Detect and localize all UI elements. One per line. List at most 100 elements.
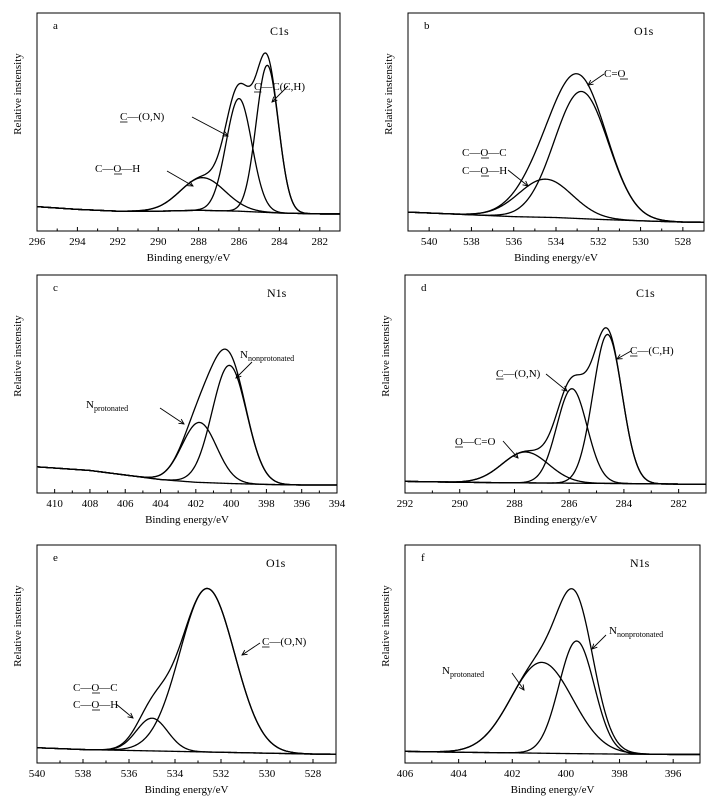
panel-d: 292 290 288 286 284 282 Binding energy/eV Relat… xyxy=(380,274,707,526)
peak-label-e-2: C—O—H xyxy=(73,699,134,719)
x-tick-label-b: 530 xyxy=(632,236,649,248)
envelope-curve-d xyxy=(404,327,706,485)
panel-title-c: N1s xyxy=(267,286,287,300)
svg-text:Nprotonated: Nprotonated xyxy=(442,665,484,679)
panel-a: 296 294 292 290 288 286 284 282 Binding energy/e… xyxy=(12,12,341,264)
x-tick-label-e: 540 xyxy=(29,768,46,780)
x-tick-label-b: 528 xyxy=(675,236,692,248)
svg-text:C—(O,N): C—(O,N) xyxy=(262,636,307,648)
x-tick-label-f: 396 xyxy=(665,768,682,780)
x-tick-label-c: 396 xyxy=(293,498,310,510)
x-tick-label-a: 292 xyxy=(110,236,127,248)
x-tick-label-c: 394 xyxy=(329,498,346,510)
envelope-curve-e xyxy=(36,587,336,755)
component-peak-e-0 xyxy=(36,587,336,755)
x-axis-title-f: Binding energy/eV xyxy=(511,784,595,796)
x-tick-label-c: 410 xyxy=(46,498,63,510)
svg-text:O—C=O: O—C=O xyxy=(455,436,495,448)
svg-text:C—C(C,H): C—C(C,H) xyxy=(254,81,305,93)
svg-text:C—O—H: C—O—H xyxy=(462,165,507,177)
peak-label-b-2: C—O—H xyxy=(462,165,529,187)
plot-frame-f xyxy=(404,544,701,764)
x-tick-label-f: 402 xyxy=(504,768,521,780)
x-tick-label-a: 290 xyxy=(150,236,167,248)
x-tick-label-f: 398 xyxy=(611,768,628,780)
x-tick-label-c: 406 xyxy=(117,498,134,510)
peak-label-a-0: C—C(C,H) xyxy=(254,81,305,103)
envelope-curve-b xyxy=(407,73,704,223)
y-axis-title-e: Relative instensity xyxy=(12,585,24,667)
x-tick-label-e: 536 xyxy=(121,768,138,780)
svg-text:C—O—C: C—O—C xyxy=(462,147,507,159)
panel-title-f: N1s xyxy=(630,556,650,570)
y-axis-title-d: Relative instensity xyxy=(380,315,392,397)
component-peak-a-1 xyxy=(36,97,340,215)
plot-frame-c xyxy=(36,274,338,494)
x-tick-label-c: 398 xyxy=(258,498,275,510)
peak-label-c-0: Nnonprotonated xyxy=(235,349,294,379)
x-tick-label-e: 530 xyxy=(259,768,276,780)
y-axis-title-b: Relative instensity xyxy=(383,53,395,135)
x-tick-label-f: 404 xyxy=(450,768,467,780)
svg-text:C—O—H: C—O—H xyxy=(73,699,118,711)
svg-text:Nnonprotonated: Nnonprotonated xyxy=(240,349,294,363)
x-tick-label-d: 290 xyxy=(451,498,468,510)
peak-label-a-2: C—O—H xyxy=(95,163,194,187)
panel-title-e: O1s xyxy=(266,556,286,570)
peak-label-d-1: C—(O,N) xyxy=(496,368,568,392)
x-tick-label-f: 400 xyxy=(558,768,575,780)
x-tick-label-b: 536 xyxy=(505,236,522,248)
component-peak-d-2 xyxy=(404,451,706,485)
x-tick-label-d: 292 xyxy=(397,498,414,510)
svg-text:C—(O,N): C—(O,N) xyxy=(496,368,541,380)
panel-letter-b: b xyxy=(424,20,430,32)
x-axis-title-d: Binding energy/eV xyxy=(514,514,598,526)
x-axis-title-b: Binding energy/eV xyxy=(514,252,598,264)
peak-label-c-1: Nprotonated xyxy=(86,399,185,425)
x-tick-label-b: 532 xyxy=(590,236,607,248)
x-tick-label-c: 402 xyxy=(188,498,205,510)
component-peak-b-0 xyxy=(407,90,704,223)
x-tick-label-a: 282 xyxy=(312,236,329,248)
peak-label-e-1: C—O—C xyxy=(73,682,118,694)
peak-label-d-2: O—C=O xyxy=(455,436,519,459)
panel-letter-e: e xyxy=(53,552,58,564)
x-tick-label-b: 538 xyxy=(463,236,480,248)
panel-e: 540 538 536 534 532 530 528 Binding energy/eV Re… xyxy=(12,544,337,796)
peak-label-b-0: C=O xyxy=(587,68,628,86)
envelope-curve-f xyxy=(404,588,700,756)
peak-label-f-0: Nnonprotonated xyxy=(591,625,663,650)
y-axis-title-a: Relative instensity xyxy=(12,53,24,135)
x-axis-title-e: Binding energy/eV xyxy=(145,784,229,796)
peak-label-f-1: Nprotonated xyxy=(442,665,525,691)
x-tick-label-d: 286 xyxy=(561,498,578,510)
panel-c: 410 408 406 404 402 400 398 396 394 Binding energ… xyxy=(12,274,346,526)
x-tick-label-a: 294 xyxy=(69,236,86,248)
x-tick-label-f: 406 xyxy=(397,768,414,780)
x-tick-label-c: 404 xyxy=(152,498,169,510)
peak-label-e-0: C—(O,N) xyxy=(241,636,307,656)
envelope-curve-a xyxy=(36,52,340,215)
x-axis-title-c: Binding energy/eV xyxy=(145,514,229,526)
x-tick-label-a: 288 xyxy=(190,236,207,248)
x-tick-label-a: 286 xyxy=(231,236,248,248)
x-tick-label-e: 528 xyxy=(305,768,322,780)
svg-text:C—O—H: C—O—H xyxy=(95,163,140,175)
svg-text:Nprotonated: Nprotonated xyxy=(86,399,128,413)
svg-text:C—(O,N): C—(O,N) xyxy=(120,111,165,123)
x-tick-label-b: 534 xyxy=(548,236,565,248)
x-tick-label-b: 540 xyxy=(421,236,438,248)
x-tick-label-e: 538 xyxy=(75,768,92,780)
panel-f: 406 404 402 400 398 396 Binding energy/eV Relat… xyxy=(380,544,701,796)
panel-title-d: C1s xyxy=(636,286,655,300)
plot-frame-b xyxy=(407,12,705,232)
x-tick-label-d: 282 xyxy=(670,498,687,510)
svg-text:C—(C,H): C—(C,H) xyxy=(630,345,674,357)
plot-frame-a xyxy=(36,12,341,232)
component-peak-f-0 xyxy=(404,640,700,756)
panel-title-a: C1s xyxy=(270,24,289,38)
x-tick-label-c: 408 xyxy=(82,498,99,510)
panel-letter-c: c xyxy=(53,282,58,294)
plot-frame-d xyxy=(404,274,707,494)
panel-letter-a: a xyxy=(53,20,58,32)
